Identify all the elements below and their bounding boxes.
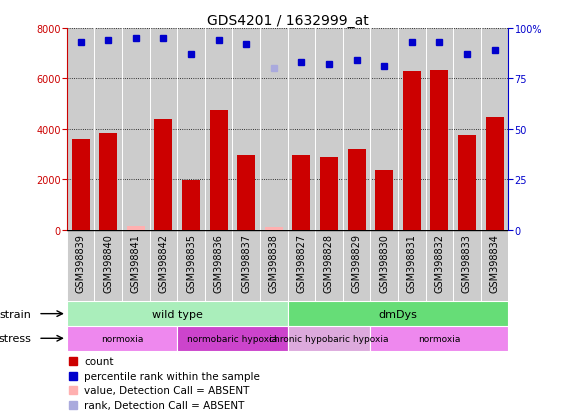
Bar [127, 227, 145, 230]
Bar [71, 140, 89, 230]
Text: GSM398834: GSM398834 [490, 234, 500, 292]
Text: GSM398837: GSM398837 [241, 234, 251, 292]
Text: rank, Detection Call = ABSENT: rank, Detection Call = ABSENT [84, 400, 245, 410]
Bar [237, 156, 255, 230]
Bar [67, 301, 288, 326]
Text: GSM398838: GSM398838 [269, 234, 279, 292]
Text: GSM398827: GSM398827 [296, 234, 306, 293]
Text: normoxia: normoxia [418, 334, 461, 343]
Text: dmDys: dmDys [379, 309, 417, 319]
Bar [486, 118, 504, 230]
Bar [177, 326, 288, 351]
Text: wild type: wild type [152, 309, 203, 319]
Bar [155, 120, 173, 230]
Bar [347, 150, 365, 230]
Title: GDS4201 / 1632999_at: GDS4201 / 1632999_at [207, 14, 368, 28]
Text: stress: stress [0, 333, 31, 344]
Text: GSM398840: GSM398840 [103, 234, 113, 292]
Text: GSM398832: GSM398832 [435, 234, 444, 292]
Text: GSM398833: GSM398833 [462, 234, 472, 292]
Bar [288, 301, 508, 326]
Text: GSM398836: GSM398836 [214, 234, 224, 292]
Text: GSM398842: GSM398842 [159, 234, 168, 292]
Bar [431, 71, 449, 230]
Bar [292, 155, 310, 230]
Text: GSM398828: GSM398828 [324, 234, 334, 292]
Text: GSM398830: GSM398830 [379, 234, 389, 292]
Text: normobaric hypoxia: normobaric hypoxia [187, 334, 278, 343]
Text: GSM398831: GSM398831 [407, 234, 417, 292]
Bar [320, 158, 338, 230]
Text: value, Detection Call = ABSENT: value, Detection Call = ABSENT [84, 385, 250, 395]
Text: GSM398835: GSM398835 [186, 234, 196, 292]
Bar [375, 170, 393, 230]
Bar [210, 111, 228, 230]
Bar [458, 135, 476, 230]
Bar [67, 326, 177, 351]
Text: GSM398839: GSM398839 [76, 234, 85, 292]
Bar [265, 228, 283, 230]
Bar [403, 71, 421, 230]
Bar [182, 180, 200, 230]
Text: strain: strain [0, 309, 31, 319]
Text: percentile rank within the sample: percentile rank within the sample [84, 371, 260, 381]
Text: GSM398829: GSM398829 [352, 234, 361, 292]
Text: GSM398841: GSM398841 [131, 234, 141, 292]
Bar [288, 326, 371, 351]
Text: normoxia: normoxia [101, 334, 143, 343]
Text: chronic hypobaric hypoxia: chronic hypobaric hypoxia [269, 334, 389, 343]
Bar [99, 134, 117, 230]
Bar [371, 326, 508, 351]
Text: count: count [84, 356, 114, 366]
